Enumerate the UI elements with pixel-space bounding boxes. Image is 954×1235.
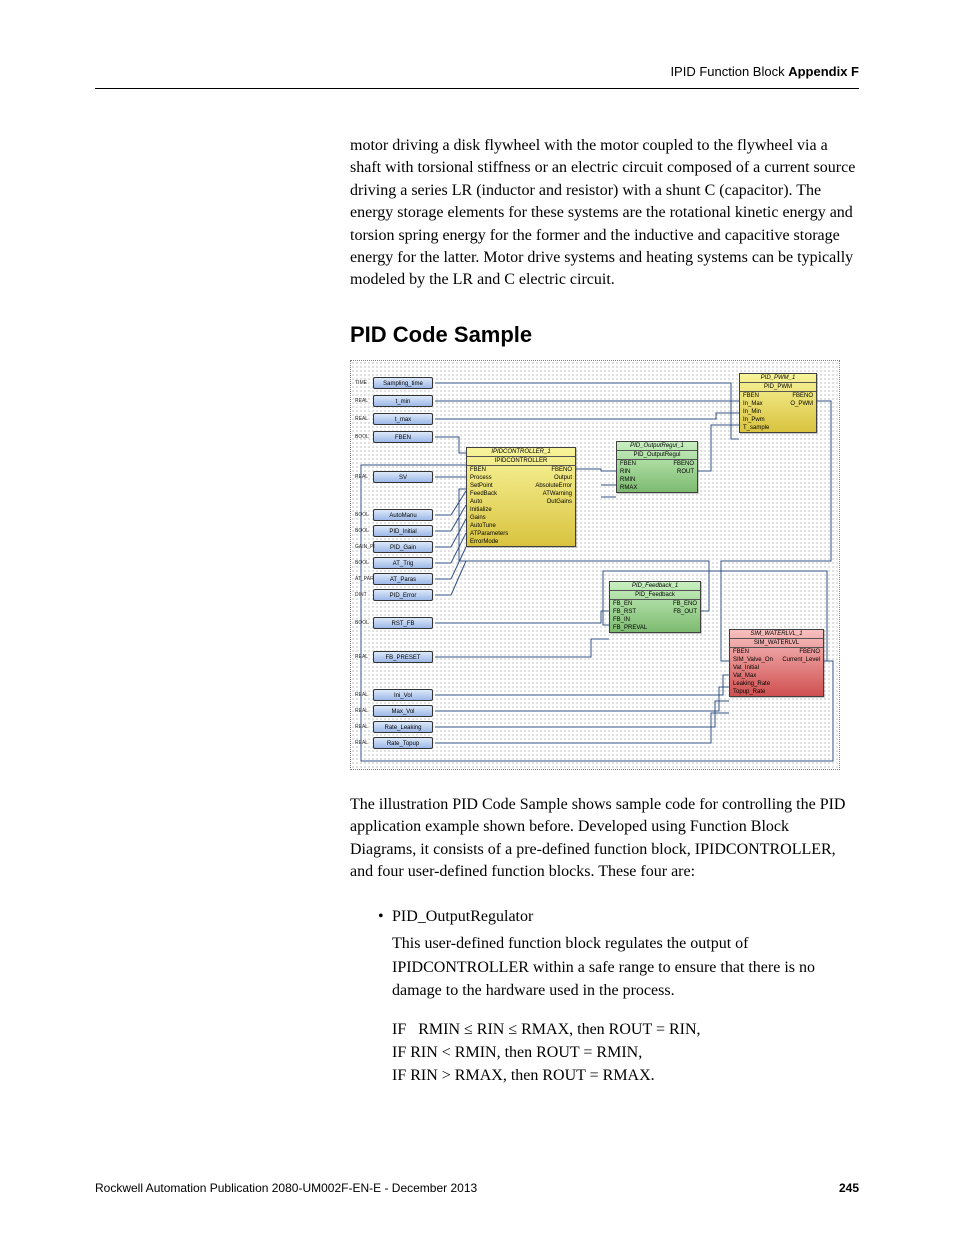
header-rule: [95, 88, 859, 89]
main-content: motor driving a disk flywheel with the m…: [350, 135, 859, 1104]
bullet-item: •PID_OutputRegulator: [378, 905, 859, 928]
bullet-marker: •: [378, 905, 392, 928]
logic-line-2: IF RIN < RMIN, then ROUT = RMIN,: [392, 1041, 859, 1064]
bullet-desc: This user-defined function block regulat…: [392, 932, 859, 1002]
logic-line-1: IF RMIN ≤ RIN ≤ RMAX, then ROUT = RIN,: [392, 1018, 859, 1041]
header-appendix: Appendix F: [788, 64, 859, 79]
bullet-list: •PID_OutputRegulator: [378, 905, 859, 928]
section-heading: PID Code Sample: [350, 322, 859, 348]
footer-publication: Rockwell Automation Publication 2080-UM0…: [95, 1181, 477, 1195]
footer-page-number: 245: [839, 1181, 859, 1195]
intro-paragraph: motor driving a disk flywheel with the m…: [350, 135, 859, 292]
fbd-diagram: Sampling_timeTIMEt_minREALt_maxREALFBENB…: [350, 360, 840, 770]
page-header: IPID Function Block Appendix F: [670, 64, 859, 79]
header-section: IPID Function Block: [670, 64, 784, 79]
desc-paragraph: The illustration PID Code Sample shows s…: [350, 794, 859, 884]
page-footer: Rockwell Automation Publication 2080-UM0…: [95, 1181, 859, 1195]
bullet-title: PID_OutputRegulator: [392, 908, 533, 925]
logic-line-3: IF RIN > RMAX, then ROUT = RMAX.: [392, 1064, 859, 1087]
